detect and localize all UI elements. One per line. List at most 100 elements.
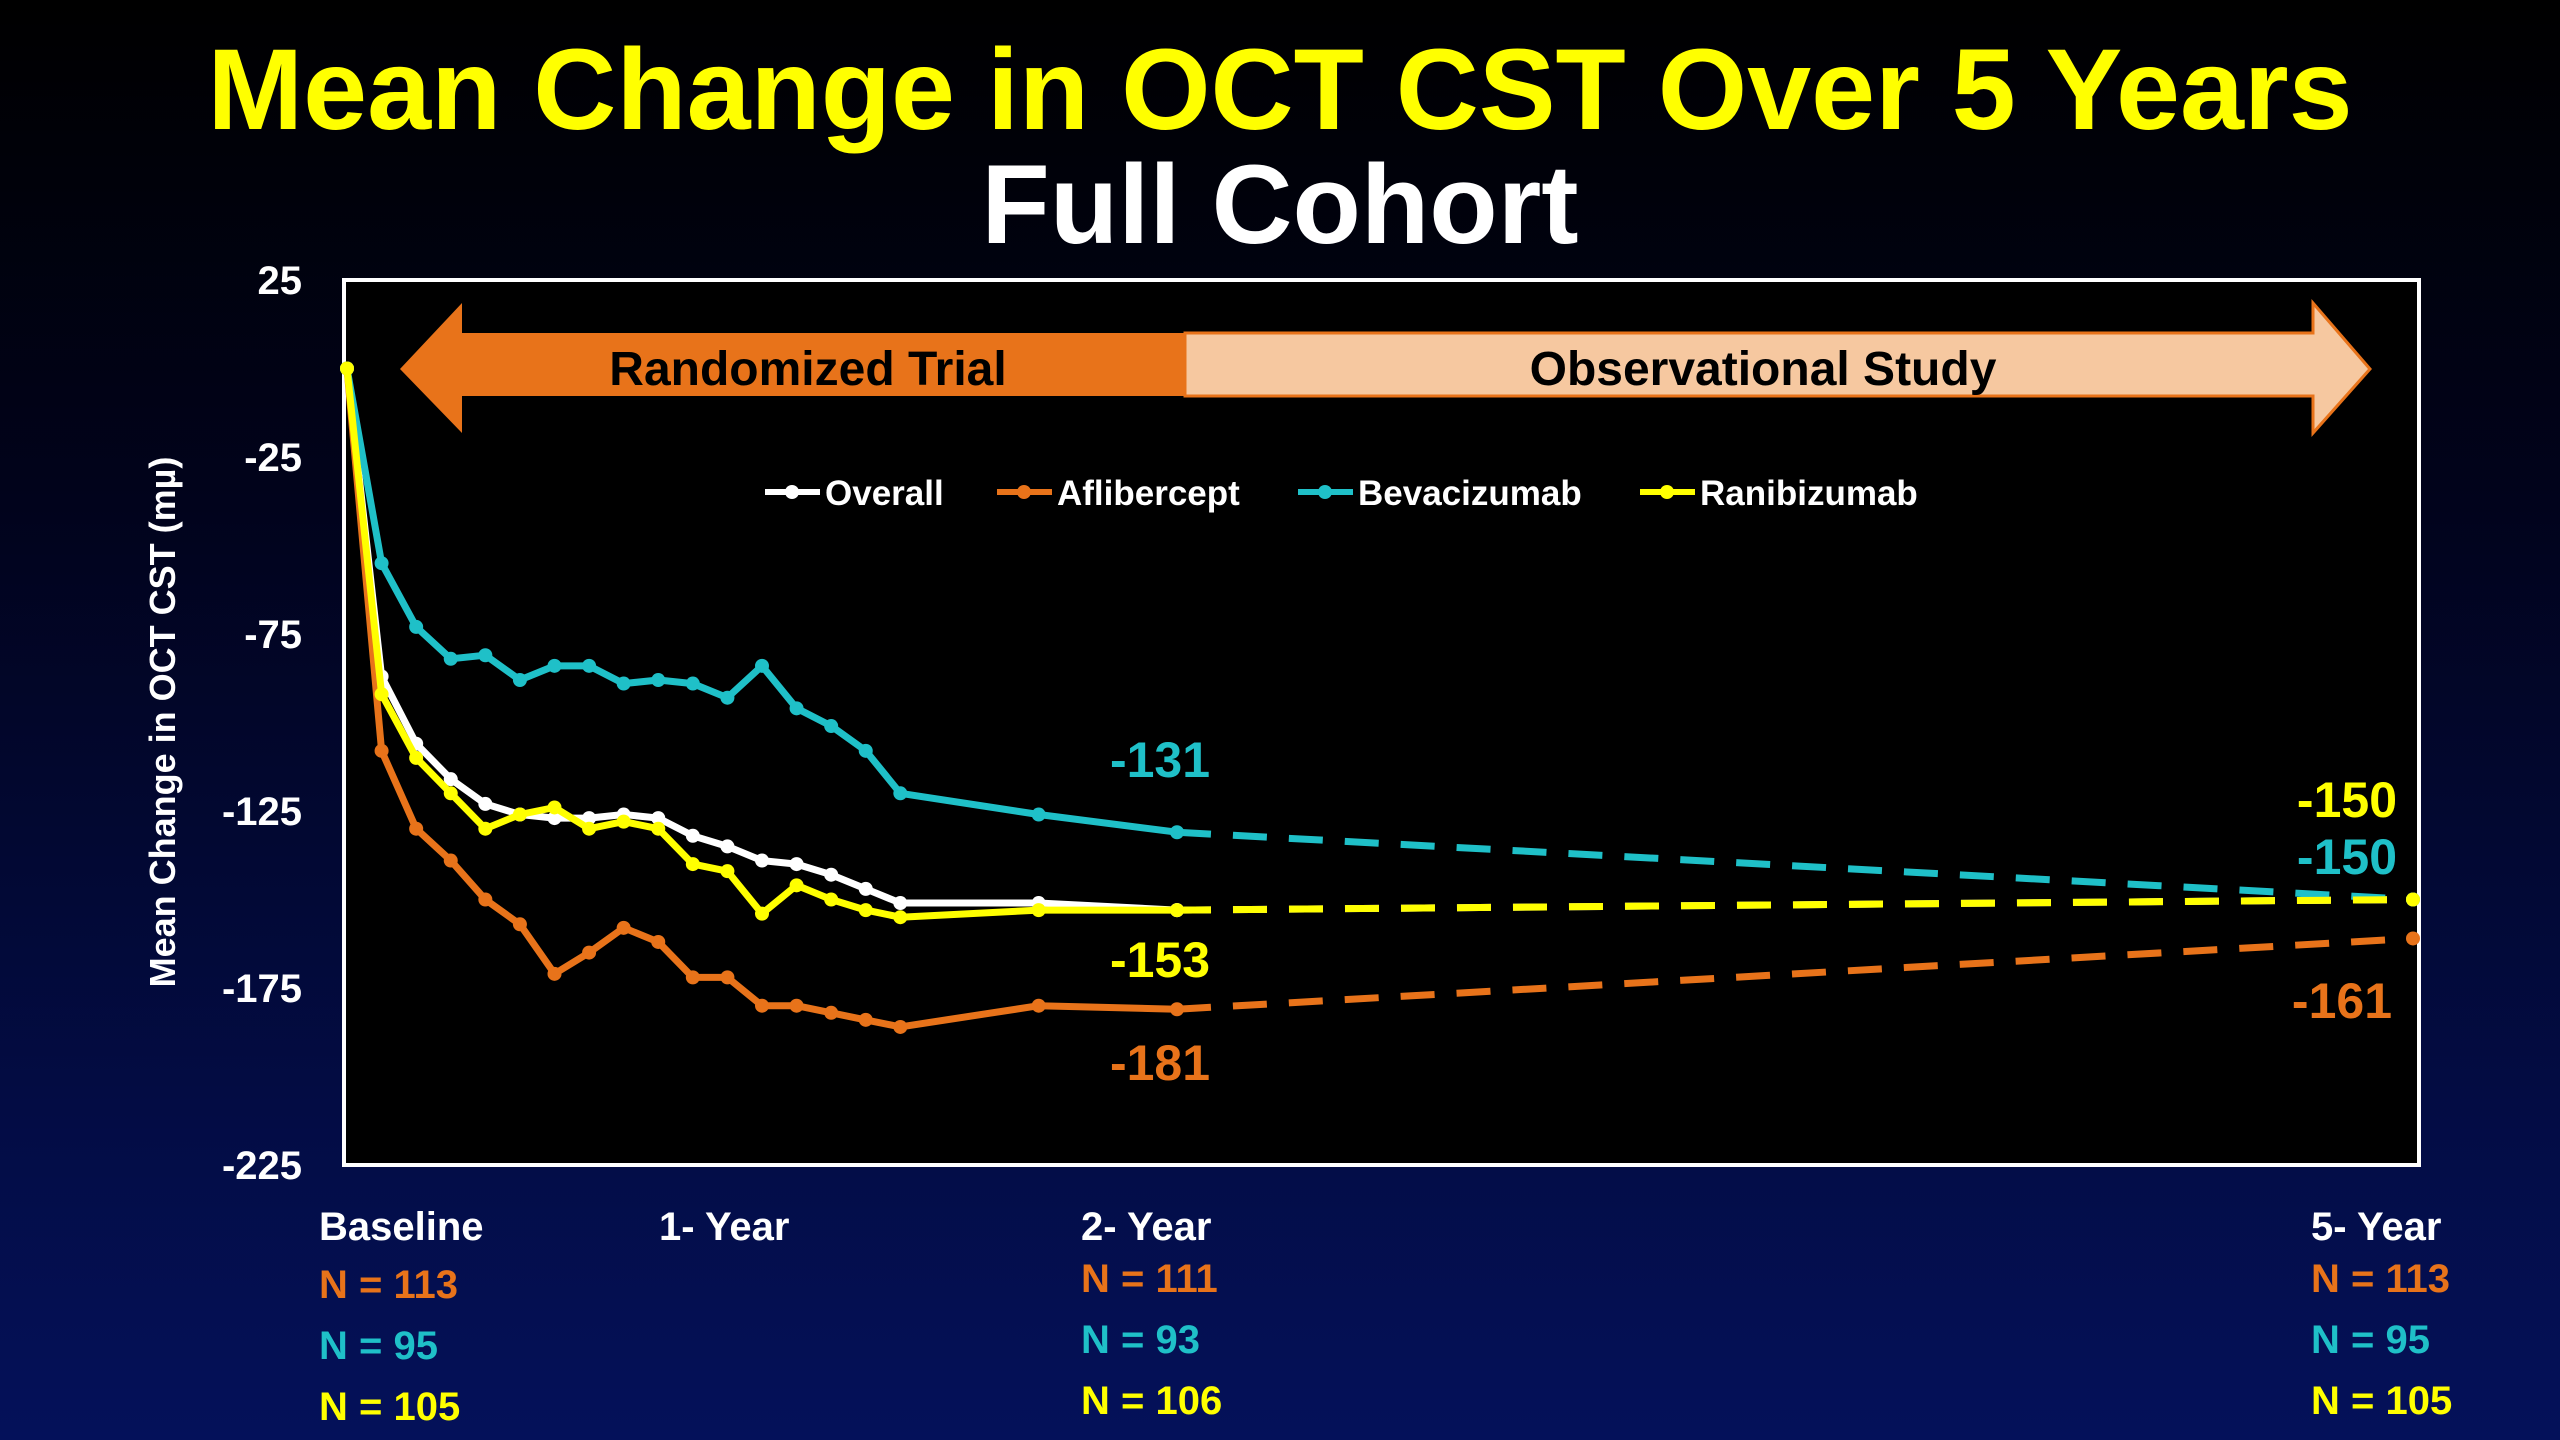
data-point-overall [582,811,597,826]
legend-label-ranibizumab: Ranibizumab [1700,474,1918,513]
chart-subtitle: Full Cohort [981,142,1579,267]
y-tick-label: -75 [244,613,302,657]
data-point-overall [685,828,700,843]
data-point-aflibercept [685,970,700,985]
data-point-bevacizumab [720,690,735,705]
sample-size-label: N = 106 [1081,1379,1222,1423]
x-axis-categories: Baseline N = 113 N = 95 N = 105 1- Year 2- Ye… [319,1205,2452,1429]
end-value-label-aflibercept: -181 [1110,1035,1210,1091]
y-tick-label: 25 [258,259,303,303]
data-point-ranibizumab [512,807,527,822]
data-point-ranibizumab [893,910,908,925]
data-point-bevacizumab [616,676,631,691]
data-point-bevacizumab [755,658,769,673]
y-tick-label: -225 [222,1144,302,1188]
sample-size-label: N = 93 [1081,1318,1200,1362]
data-point-ranibizumab [1031,903,1046,918]
randomized-trial-label: Randomized Trial [609,343,1006,396]
data-point-aflibercept [651,934,666,949]
data-point-bevacizumab [582,658,597,673]
projection-line-ranibizumab [1176,896,2414,914]
data-point-aflibercept [374,743,389,758]
data-point-aflibercept [893,1019,908,1034]
data-point-aflibercept [478,892,493,907]
randomized-arrow [400,303,1185,433]
data-point-bevacizumab [374,556,389,571]
data-point-aflibercept [824,1005,839,1020]
data-point-aflibercept [2406,931,2420,946]
data-point-bevacizumab [478,648,493,663]
data-point-aflibercept [720,970,735,985]
legend-label-aflibercept: Aflibercept [1057,474,1240,513]
data-point-ranibizumab [2406,892,2420,907]
data-point-ranibizumab [858,903,873,918]
sample-size-label: N = 113 [319,1263,458,1307]
data-point-overall [755,853,769,868]
data-point-ranibizumab [409,750,424,765]
y-axis-ticks: 25 -25 -75 -125 -175 -225 [222,259,302,1188]
end-value-label-ranibizumab: -150 [2297,772,2397,828]
x-category-label: 5- Year [2311,1205,2442,1249]
data-point-overall [893,896,908,911]
data-point-bevacizumab [1031,807,1046,822]
data-point-overall [547,811,562,826]
legend-marker-aflibercept [1017,485,1031,499]
data-point-bevacizumab [1170,825,1184,840]
phase-arrows: Randomized Trial Observational Study [400,298,2372,437]
legend-label-bevacizumab: Bevacizumab [1358,474,1582,513]
data-point-aflibercept [1170,1002,1184,1017]
data-point-overall [789,857,804,872]
data-point-ranibizumab [824,892,839,907]
data-point-ranibizumab [755,906,769,921]
data-point-bevacizumab [858,743,873,758]
data-point-overall [651,811,666,826]
data-point-ranibizumab [582,821,597,836]
sample-size-label: N = 105 [2311,1379,2452,1423]
data-point-bevacizumab [789,701,804,716]
y-tick-label: -175 [222,967,302,1011]
data-point-aflibercept [858,1012,873,1027]
observational-arrow [1183,298,2372,437]
data-point-bevacizumab [547,658,562,673]
y-tick-label: -25 [244,436,302,480]
sample-size-label: N = 105 [319,1385,460,1429]
y-tick-label: -125 [222,790,302,834]
legend-marker-bevacizumab [1318,485,1332,499]
projection-line-aflibercept [1176,934,2414,1013]
data-point-ranibizumab [616,814,631,829]
data-point-ranibizumab [720,864,735,879]
data-point-aflibercept [616,920,631,935]
data-point-aflibercept [582,945,597,960]
data-point-ranibizumab [478,821,493,836]
data-point-aflibercept [1031,998,1046,1013]
data-point-bevacizumab [651,673,666,688]
data-point-aflibercept [789,998,804,1013]
sample-size-label: N = 95 [2311,1318,2430,1362]
data-point-bevacizumab [893,786,908,801]
data-point-bevacizumab [443,651,458,666]
legend-marker-ranibizumab [1660,485,1674,499]
data-point-overall [858,881,873,896]
data-point-ranibizumab [374,687,389,702]
end-value-label-ranibizumab: -153 [1110,932,1210,988]
data-point-overall [720,839,735,854]
data-point-ranibizumab [547,800,562,815]
data-point-ranibizumab [443,786,458,801]
data-point-ranibizumab [1170,903,1184,918]
end-value-label-bevacizumab: -131 [1110,732,1210,788]
legend-marker-overall [785,485,799,499]
data-point-overall [478,796,493,811]
data-point-bevacizumab [512,673,527,688]
x-category-label: 2- Year [1081,1205,1212,1249]
sample-size-label: N = 113 [2311,1257,2450,1301]
sample-size-label: N = 95 [319,1324,438,1368]
sample-size-label: N = 111 [1081,1257,1218,1301]
data-point-ranibizumab [340,361,354,376]
plot-area [342,278,2421,1167]
legend: Overall Aflibercept Bevacizumab Ranibizumab [765,474,1918,513]
data-point-ranibizumab [789,878,804,893]
data-point-overall [443,772,458,787]
data-point-bevacizumab [685,676,700,691]
x-category-label: 1- Year [659,1205,790,1249]
